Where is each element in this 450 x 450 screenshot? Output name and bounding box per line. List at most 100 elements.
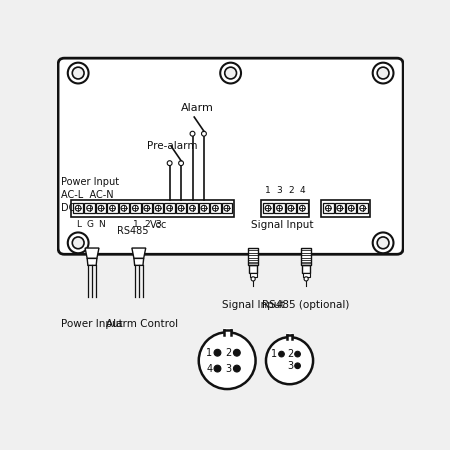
Text: G: G <box>86 220 93 229</box>
Bar <box>301 255 311 257</box>
Bar <box>301 263 311 265</box>
Bar <box>142 203 152 213</box>
Circle shape <box>72 237 84 249</box>
Circle shape <box>179 161 184 166</box>
Polygon shape <box>132 248 146 258</box>
Text: Alarm: Alarm <box>181 103 214 113</box>
Text: DC+  DC-: DC+ DC- <box>61 203 108 213</box>
Bar <box>71 199 234 217</box>
Circle shape <box>234 365 240 372</box>
Bar <box>287 333 292 339</box>
Text: N: N <box>98 220 104 229</box>
Text: 1: 1 <box>132 220 138 229</box>
Bar <box>248 250 258 253</box>
Polygon shape <box>87 258 97 265</box>
Bar <box>301 248 311 250</box>
Text: RS485: RS485 <box>117 225 148 235</box>
Text: 4: 4 <box>206 364 212 374</box>
Text: 2: 2 <box>144 220 149 229</box>
Circle shape <box>373 63 393 83</box>
Bar <box>107 203 117 213</box>
Circle shape <box>234 349 240 356</box>
Text: 4: 4 <box>300 186 305 195</box>
Bar <box>301 260 311 262</box>
Text: Power Input: Power Input <box>61 319 123 329</box>
Bar <box>250 273 256 277</box>
Circle shape <box>225 67 237 79</box>
Bar <box>323 203 333 213</box>
Bar <box>301 248 311 265</box>
Bar <box>248 253 258 255</box>
Bar <box>164 203 175 213</box>
Bar <box>263 203 273 213</box>
Circle shape <box>279 351 284 357</box>
Text: 3: 3 <box>277 186 282 195</box>
Text: Signal Input: Signal Input <box>251 220 313 230</box>
Bar <box>334 203 345 213</box>
Circle shape <box>167 161 172 166</box>
Bar <box>357 203 368 213</box>
Text: 3: 3 <box>155 220 161 229</box>
Bar <box>302 265 310 273</box>
Bar <box>297 203 307 213</box>
Circle shape <box>220 63 241 83</box>
Bar <box>96 203 106 213</box>
Bar <box>176 203 186 213</box>
Bar <box>249 265 257 273</box>
Circle shape <box>68 63 89 83</box>
Bar <box>321 199 369 217</box>
Circle shape <box>295 351 301 357</box>
Bar <box>301 253 311 255</box>
Circle shape <box>251 277 255 281</box>
Bar <box>261 199 309 217</box>
Circle shape <box>199 332 256 389</box>
Polygon shape <box>85 248 99 258</box>
Bar <box>303 273 310 277</box>
Bar <box>248 255 258 257</box>
Text: 1: 1 <box>271 349 277 359</box>
Text: Alarm Control: Alarm Control <box>106 319 178 329</box>
Bar <box>85 203 95 213</box>
Text: AC-L  AC-N: AC-L AC-N <box>61 190 113 200</box>
Circle shape <box>190 131 195 136</box>
Bar <box>130 203 140 213</box>
Text: L: L <box>76 220 81 229</box>
Circle shape <box>373 233 393 253</box>
Circle shape <box>304 277 308 281</box>
Circle shape <box>266 337 313 384</box>
Bar <box>199 203 209 213</box>
Text: 2: 2 <box>225 348 232 358</box>
Circle shape <box>202 131 207 136</box>
Circle shape <box>68 233 89 253</box>
Circle shape <box>377 237 389 249</box>
Bar <box>248 260 258 262</box>
Text: Vcc: Vcc <box>149 220 167 230</box>
Text: 3: 3 <box>287 361 293 371</box>
Text: RS485 (optional): RS485 (optional) <box>262 300 350 310</box>
Polygon shape <box>134 258 144 265</box>
Text: Signal Input: Signal Input <box>222 300 284 310</box>
Bar <box>187 203 198 213</box>
Text: 1: 1 <box>206 348 212 358</box>
Text: Pre-alarm: Pre-alarm <box>148 141 198 151</box>
Bar <box>248 263 258 265</box>
Bar <box>221 203 232 213</box>
Bar <box>248 248 258 250</box>
Bar <box>73 203 83 213</box>
Circle shape <box>377 67 389 79</box>
Bar <box>286 203 296 213</box>
Bar <box>301 258 311 260</box>
Text: 3: 3 <box>225 364 232 374</box>
Circle shape <box>72 67 84 79</box>
Bar <box>224 328 231 335</box>
FancyBboxPatch shape <box>58 58 403 254</box>
Circle shape <box>295 363 301 369</box>
Text: Power Input: Power Input <box>61 177 119 187</box>
Bar <box>248 248 258 265</box>
Bar <box>248 258 258 260</box>
Bar <box>153 203 163 213</box>
Circle shape <box>214 349 221 356</box>
Bar <box>119 203 129 213</box>
Bar <box>301 250 311 253</box>
Bar <box>274 203 285 213</box>
